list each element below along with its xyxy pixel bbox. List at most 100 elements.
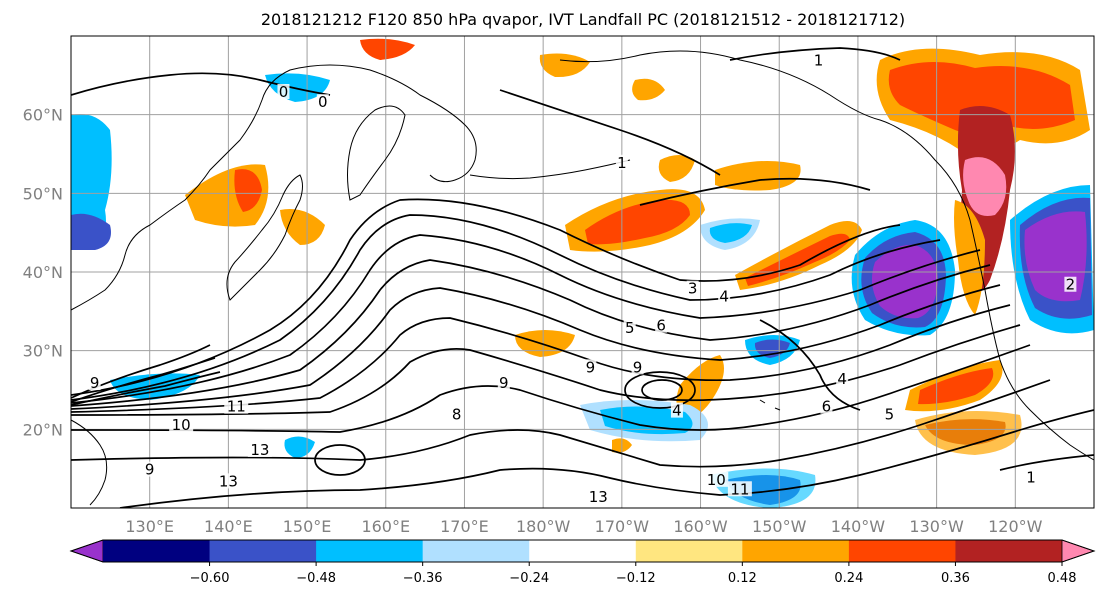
contour-line bbox=[499, 89, 721, 176]
contour-label-bg bbox=[584, 359, 597, 375]
hawaii bbox=[759, 399, 781, 411]
contour-label: 1 bbox=[814, 52, 824, 70]
lon-tick-label: 170°E bbox=[440, 517, 489, 536]
lon-tick-label: 140°W bbox=[831, 517, 886, 536]
contour-label-bg bbox=[247, 441, 272, 457]
contour-line bbox=[314, 444, 366, 476]
positive-anomaly-region bbox=[360, 38, 415, 60]
contour-line bbox=[71, 72, 331, 96]
aleutian-chain bbox=[469, 159, 631, 180]
contour-label: 2 bbox=[1066, 276, 1076, 294]
contour-label: 9 bbox=[633, 358, 643, 376]
contour-line bbox=[119, 409, 1094, 508]
lon-tick-label: 160°W bbox=[673, 517, 728, 536]
colorbar-segment bbox=[955, 540, 1063, 562]
contour-label-bg bbox=[1064, 276, 1077, 292]
map-frame bbox=[70, 35, 1095, 509]
contour-label: 9 bbox=[145, 461, 155, 479]
colorbar-tick-label: 0.48 bbox=[1048, 571, 1077, 586]
japan-coastline bbox=[226, 174, 303, 301]
colorbar: −0.60 −0.48 −0.36 −0.24 −0.12 0.12 0.24 0.36 0.4… bbox=[69, 539, 1096, 586]
contour-label-bg bbox=[615, 154, 628, 170]
contour-label: 9 bbox=[499, 374, 509, 392]
contour-label: 1 bbox=[617, 154, 627, 172]
contour-line bbox=[639, 177, 871, 206]
contour-label-bg bbox=[169, 416, 194, 432]
positive-anomaly-region bbox=[888, 61, 1075, 134]
negative-anomaly-region bbox=[871, 244, 938, 319]
positive-anomaly-region bbox=[632, 78, 665, 101]
contour-label: 8 bbox=[452, 406, 462, 424]
negative-anomaly-region bbox=[71, 213, 111, 250]
kamchatka-coastline bbox=[347, 105, 406, 201]
contour-line bbox=[71, 214, 941, 401]
positive-anomaly-region bbox=[234, 169, 262, 212]
contour-label-bg bbox=[277, 84, 290, 99]
contour-label: 3 bbox=[688, 280, 698, 298]
contour-line bbox=[999, 454, 1094, 471]
lon-tick-label: 130°E bbox=[125, 517, 174, 536]
contour-line bbox=[729, 47, 901, 61]
contour-label-bg bbox=[812, 52, 825, 68]
latitude-labels: 20°N 30°N 40°N 50°N 60°N bbox=[23, 106, 63, 440]
contour-label-bg bbox=[704, 471, 729, 487]
colorbar-outline bbox=[69, 539, 1096, 563]
lat-tick-label: 60°N bbox=[23, 106, 63, 125]
contour-line bbox=[71, 324, 1021, 416]
colorbar-segment bbox=[316, 540, 424, 562]
contour-label: 4 bbox=[672, 402, 682, 420]
contour-line bbox=[71, 234, 981, 404]
contour-line bbox=[71, 379, 1051, 468]
colorbar-tick-label: −0.24 bbox=[509, 571, 549, 586]
lon-tick-label: 160°E bbox=[361, 517, 410, 536]
lon-tick-label: 170°W bbox=[595, 517, 650, 536]
contour-label-bg bbox=[1025, 469, 1038, 485]
colorbar-segment bbox=[103, 540, 211, 562]
contour-label-bg bbox=[497, 375, 510, 391]
contour-label-bg bbox=[727, 481, 752, 497]
contour-label-bg bbox=[820, 398, 833, 414]
contour-label-bg bbox=[143, 461, 156, 477]
lon-tick-label: 150°W bbox=[752, 517, 807, 536]
contour-label-bg bbox=[216, 473, 241, 489]
colorbar-tick-label: 0.36 bbox=[941, 571, 970, 586]
colorbar-segment bbox=[209, 540, 317, 562]
colorbar-segment bbox=[422, 540, 530, 562]
lat-tick-label: 30°N bbox=[23, 342, 63, 361]
negative-anomaly-region bbox=[110, 373, 200, 400]
contour-label: 4 bbox=[719, 288, 729, 306]
longitude-labels: 130°E 140°E 150°E 160°E 170°E 180°W 170°W 160°W… bbox=[125, 517, 1042, 536]
colorbar-segment bbox=[848, 540, 956, 562]
contour-label-bg bbox=[686, 280, 699, 296]
contour-label: 5 bbox=[885, 406, 895, 424]
contour-label: 13 bbox=[589, 488, 608, 506]
asia-coastline bbox=[71, 419, 108, 506]
negative-anomaly-region bbox=[600, 406, 693, 435]
contour-label: 5 bbox=[625, 319, 635, 337]
contour-line bbox=[71, 344, 1031, 433]
contour-label-bg bbox=[836, 371, 849, 387]
contour-label-bg bbox=[655, 317, 668, 333]
contour-line bbox=[641, 379, 683, 401]
contour-label: 10 bbox=[707, 471, 726, 489]
asia-coastline bbox=[71, 64, 477, 311]
positive-anomaly-region bbox=[585, 199, 690, 245]
contour-label: 0 bbox=[318, 93, 328, 111]
lon-tick-label: 180°W bbox=[516, 517, 571, 536]
negative-anomaly-region bbox=[709, 223, 752, 243]
contour-label-bg bbox=[623, 320, 636, 335]
contour-label: 10 bbox=[172, 416, 191, 434]
negative-anomaly-region bbox=[754, 339, 790, 358]
contour-label: 4 bbox=[837, 370, 847, 388]
contour-line bbox=[71, 259, 991, 407]
lon-tick-label: 120°W bbox=[988, 517, 1043, 536]
contour-label-bg bbox=[718, 288, 731, 304]
contour-line bbox=[71, 371, 221, 406]
contour-label-bg bbox=[586, 489, 611, 505]
colorbar-extend-high bbox=[1061, 539, 1096, 563]
colorbar-segment bbox=[635, 540, 743, 562]
contour-label-bg bbox=[883, 406, 896, 422]
lat-tick-label: 20°N bbox=[23, 420, 63, 439]
